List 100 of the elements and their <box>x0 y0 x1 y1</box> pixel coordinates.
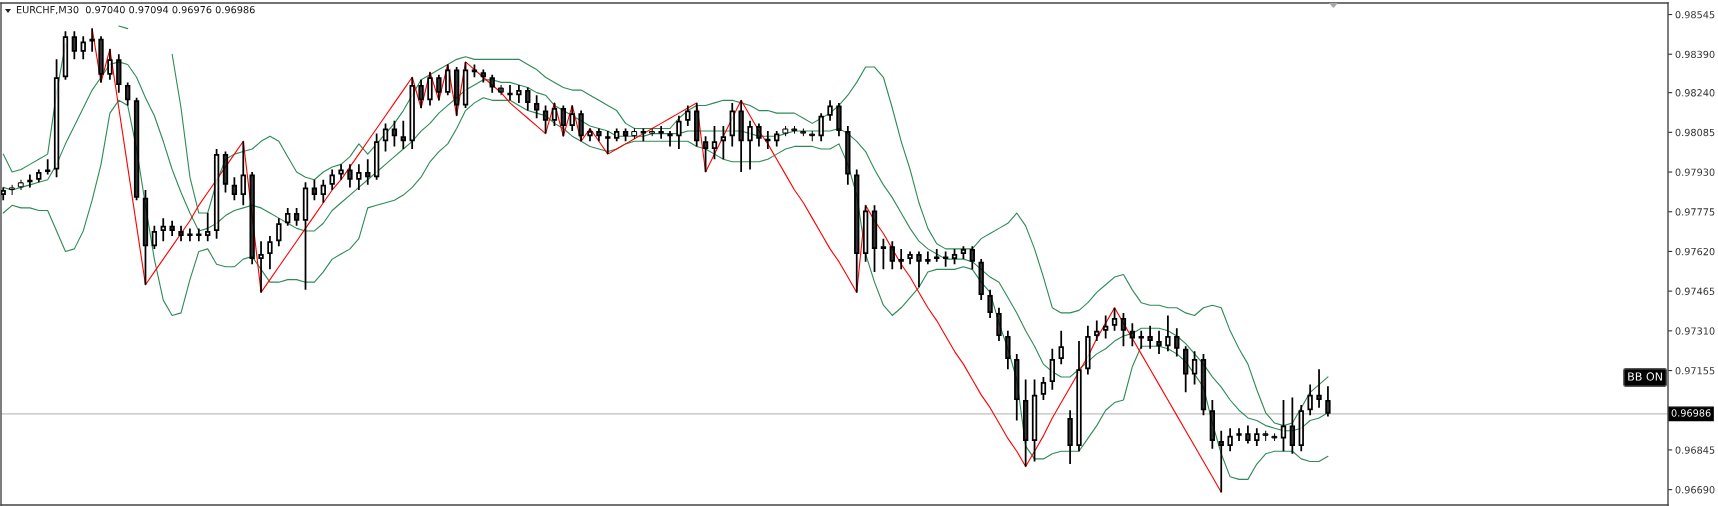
candlestick <box>45 159 51 175</box>
candlestick <box>1209 399 1216 449</box>
candlestick <box>9 184 15 196</box>
candlestick <box>507 84 513 101</box>
candlestick <box>222 151 229 193</box>
candlestick <box>1076 341 1082 452</box>
candlestick <box>187 228 193 242</box>
candlestick <box>160 218 166 242</box>
candlestick <box>1245 425 1251 444</box>
candlestick <box>436 74 442 101</box>
candlestick <box>125 82 131 106</box>
candlestick <box>1022 379 1029 467</box>
candlestick <box>1120 312 1127 347</box>
y-tick-label: 0.98545 <box>1675 11 1715 19</box>
candlestick <box>240 141 246 206</box>
candlestick <box>1236 428 1242 441</box>
candlestick <box>1 187 6 201</box>
candlestick <box>27 174 33 188</box>
candlestick <box>1191 351 1198 385</box>
candlestick <box>356 164 362 190</box>
candlestick <box>196 228 202 242</box>
candlestick <box>827 100 833 121</box>
candlestick <box>569 105 575 132</box>
candlestick <box>1138 330 1144 349</box>
candlestick <box>667 131 673 147</box>
candlestick <box>747 120 753 170</box>
candlestick <box>80 36 86 60</box>
candlestick <box>800 128 807 137</box>
candlestick <box>133 97 140 201</box>
candlestick <box>1271 433 1278 441</box>
candlestick <box>702 136 709 173</box>
candlestick <box>934 248 940 262</box>
candlestick <box>845 125 851 185</box>
candlestick <box>1200 353 1207 416</box>
candlestick <box>373 133 380 180</box>
candlestick <box>302 182 309 290</box>
candlestick <box>276 218 282 247</box>
candlestick <box>756 123 762 147</box>
candlestick <box>916 251 922 288</box>
y-tick-label: 0.97930 <box>1675 168 1715 176</box>
candlestick <box>1183 346 1189 393</box>
candlestick <box>320 179 326 203</box>
candlestick <box>142 189 149 285</box>
candlestick <box>498 84 504 96</box>
candlestick <box>98 36 104 83</box>
candlestick <box>116 54 122 93</box>
line-series <box>91 28 1222 493</box>
line-series <box>2 97 1329 480</box>
candlestick <box>418 79 424 109</box>
candlestick <box>1005 330 1011 370</box>
candlestick <box>1129 323 1136 347</box>
candlestick <box>1102 315 1109 339</box>
candlestick <box>871 205 878 272</box>
candlestick <box>71 31 78 60</box>
candlestick <box>1014 353 1020 421</box>
candlestick <box>258 241 264 293</box>
candlestick <box>658 125 664 139</box>
candlestick <box>391 120 398 147</box>
y-tick-label: 0.97465 <box>1675 287 1715 295</box>
candlestick <box>1325 386 1331 417</box>
candlestick <box>720 125 727 160</box>
candlestick <box>951 248 958 265</box>
candlestick <box>329 169 335 190</box>
candlestick <box>898 248 904 270</box>
candlestick <box>791 125 798 134</box>
candlestick <box>987 289 993 319</box>
candlestick <box>178 225 184 242</box>
candlestick <box>1147 325 1153 349</box>
y-tick-label: 0.98085 <box>1675 128 1715 137</box>
candlestick <box>347 164 353 188</box>
candlestick <box>62 31 69 80</box>
candlestick <box>1280 399 1287 452</box>
candlestick <box>694 102 700 147</box>
candlestick <box>1254 428 1260 447</box>
candlestick <box>365 159 371 185</box>
candlestick <box>907 251 913 265</box>
candlestick <box>596 128 602 142</box>
candlestick <box>293 207 300 226</box>
candlestick <box>533 95 540 119</box>
candlestick <box>542 105 549 134</box>
candlestick <box>231 177 238 201</box>
candlestick <box>729 102 735 147</box>
candlestick <box>578 110 584 142</box>
y-tick-label: 0.98390 <box>1675 50 1715 59</box>
y-tick-label: 0.98240 <box>1675 89 1715 97</box>
candlestick <box>738 100 744 173</box>
candlestick <box>151 225 158 249</box>
candlestick <box>382 123 389 152</box>
candlestick <box>1049 348 1055 390</box>
candlestick <box>676 115 682 149</box>
candlestick <box>453 67 460 116</box>
candlestick <box>942 251 949 267</box>
candlestick <box>409 77 415 149</box>
candlestick <box>1067 410 1073 465</box>
candlestick <box>1111 307 1118 331</box>
candlestick <box>311 179 318 201</box>
candlestick <box>338 164 344 180</box>
candlestick <box>1031 379 1038 462</box>
y-tick-label: 0.97775 <box>1675 208 1715 216</box>
candlestick <box>631 128 638 139</box>
